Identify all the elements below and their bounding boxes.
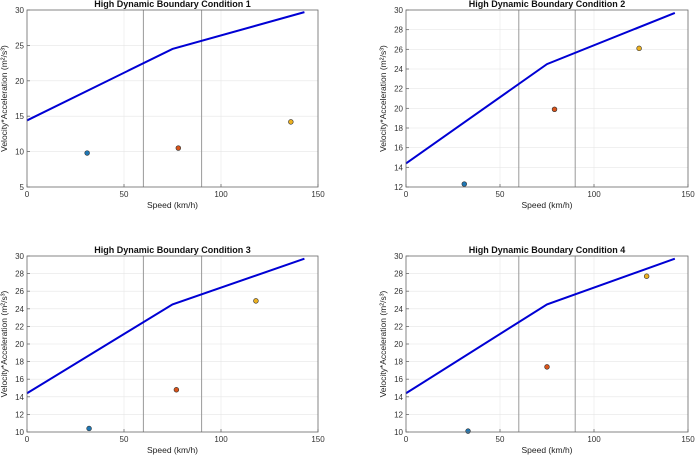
data-point <box>643 273 650 279</box>
data-point <box>465 428 471 434</box>
y-tick-label: 20 <box>15 77 24 86</box>
y-tick-label: 30 <box>15 252 24 261</box>
y-axis-label: Velocity*Acceleration (m²/s³) <box>378 45 388 152</box>
y-tick-label: 18 <box>15 358 24 367</box>
y-tick-label: 18 <box>394 124 403 133</box>
y-tick-label: 26 <box>15 287 24 296</box>
boundary-line <box>26 257 305 395</box>
x-tick-label: 150 <box>311 190 325 199</box>
y-tick-label: 30 <box>15 6 24 15</box>
y-tick-label: 20 <box>15 340 24 349</box>
y-tick-label: 12 <box>394 410 403 419</box>
chart-title: High Dynamic Boundary Condition 2 <box>469 0 626 9</box>
x-tick-label: 150 <box>681 435 695 444</box>
data-point <box>551 106 558 113</box>
y-axis-label: Velocity*Acceleration (m²/s³) <box>378 290 388 397</box>
x-tick-label: 50 <box>120 435 129 444</box>
y-tick-label: 28 <box>394 270 403 279</box>
plot-area <box>406 10 688 187</box>
y-tick-label: 18 <box>394 358 403 367</box>
plot-area <box>27 10 318 187</box>
y-tick-label: 25 <box>15 41 24 50</box>
y-tick-label: 22 <box>394 322 403 331</box>
data-point <box>84 150 90 156</box>
x-tick-label: 150 <box>681 190 695 199</box>
x-tick-label: 50 <box>496 435 505 444</box>
y-tick-label: 12 <box>15 410 24 419</box>
data-point <box>86 425 92 432</box>
x-tick-label: 0 <box>25 190 30 199</box>
y-tick-label: 30 <box>394 252 403 261</box>
y-tick-label: 12 <box>394 183 403 192</box>
x-tick-label: 100 <box>587 190 601 199</box>
y-tick-label: 30 <box>394 6 403 15</box>
data-point <box>636 45 642 52</box>
boundary-line <box>26 11 305 122</box>
y-tick-label: 15 <box>15 112 24 121</box>
x-axis-label: Speed (km/h) <box>521 445 572 455</box>
y-tick-label: 16 <box>394 375 403 384</box>
boundary-line <box>405 257 676 395</box>
data-point <box>288 119 294 125</box>
y-tick-label: 20 <box>394 340 403 349</box>
y-tick-label: 28 <box>15 270 24 279</box>
y-tick-label: 24 <box>394 65 403 74</box>
y-axis-label: Velocity*Acceleration (m²/s³) <box>0 290 9 397</box>
y-tick-label: 16 <box>15 375 24 384</box>
chart-panel-1: 0 50 100 150 5 10 15 20 25 30 High Dynamic Boundar… <box>0 0 325 210</box>
x-axis-label: Speed (km/h) <box>521 200 572 210</box>
x-axis-label: Speed (km/h) <box>147 445 198 455</box>
x-tick-label: 50 <box>120 190 129 199</box>
x-tick-label: 100 <box>587 435 601 444</box>
x-tick-label: 0 <box>404 435 409 444</box>
chart-panel-4: 0 50 100 150 10 12 14 16 18 20 22 24 26 28 30 High Dyna… <box>378 245 695 455</box>
data-point <box>544 364 550 370</box>
y-tick-label: 26 <box>394 45 403 54</box>
data-point <box>173 387 180 393</box>
y-tick-label: 14 <box>394 163 403 172</box>
y-tick-label: 22 <box>15 322 24 331</box>
y-tick-label: 24 <box>394 305 403 314</box>
x-tick-label: 150 <box>311 435 325 444</box>
y-tick-label: 16 <box>394 144 403 153</box>
axes-frame <box>405 9 689 188</box>
chart-title: High Dynamic Boundary Condition 4 <box>469 245 626 255</box>
y-tick-label: 10 <box>15 148 24 157</box>
chart-title: High Dynamic Boundary Condition 1 <box>94 0 251 9</box>
boundary-line <box>405 12 676 165</box>
y-tick-label: 24 <box>15 305 24 314</box>
x-tick-label: 100 <box>214 190 228 199</box>
data-point <box>253 298 259 304</box>
y-axis-label: Velocity*Acceleration (m²/s³) <box>0 45 9 152</box>
y-tick-label: 20 <box>394 104 403 113</box>
y-tick-label: 26 <box>394 287 403 296</box>
x-tick-label: 0 <box>404 190 409 199</box>
chart-panel-3: 0 50 100 150 10 12 14 16 18 20 22 24 26 28 30 High Dyna… <box>0 245 325 455</box>
chart-title: High Dynamic Boundary Condition 3 <box>94 245 251 255</box>
y-tick-label: 14 <box>394 393 403 402</box>
x-axis-label: Speed (km/h) <box>147 200 198 210</box>
y-tick-label: 28 <box>394 26 403 35</box>
x-tick-label: 50 <box>496 190 505 199</box>
y-tick-label: 22 <box>394 85 403 94</box>
y-tick-label: 10 <box>15 428 24 437</box>
x-tick-label: 0 <box>25 435 30 444</box>
data-point <box>461 181 467 187</box>
y-tick-label: 5 <box>20 183 25 192</box>
y-tick-label: 14 <box>15 393 24 402</box>
x-tick-label: 100 <box>214 435 228 444</box>
y-tick-label: 10 <box>394 428 403 437</box>
axes-frame <box>26 9 319 188</box>
chart-panel-2: 0 50 100 150 12 14 16 18 20 22 24 26 28 30 High Dynami… <box>378 0 695 210</box>
data-point <box>175 145 182 151</box>
